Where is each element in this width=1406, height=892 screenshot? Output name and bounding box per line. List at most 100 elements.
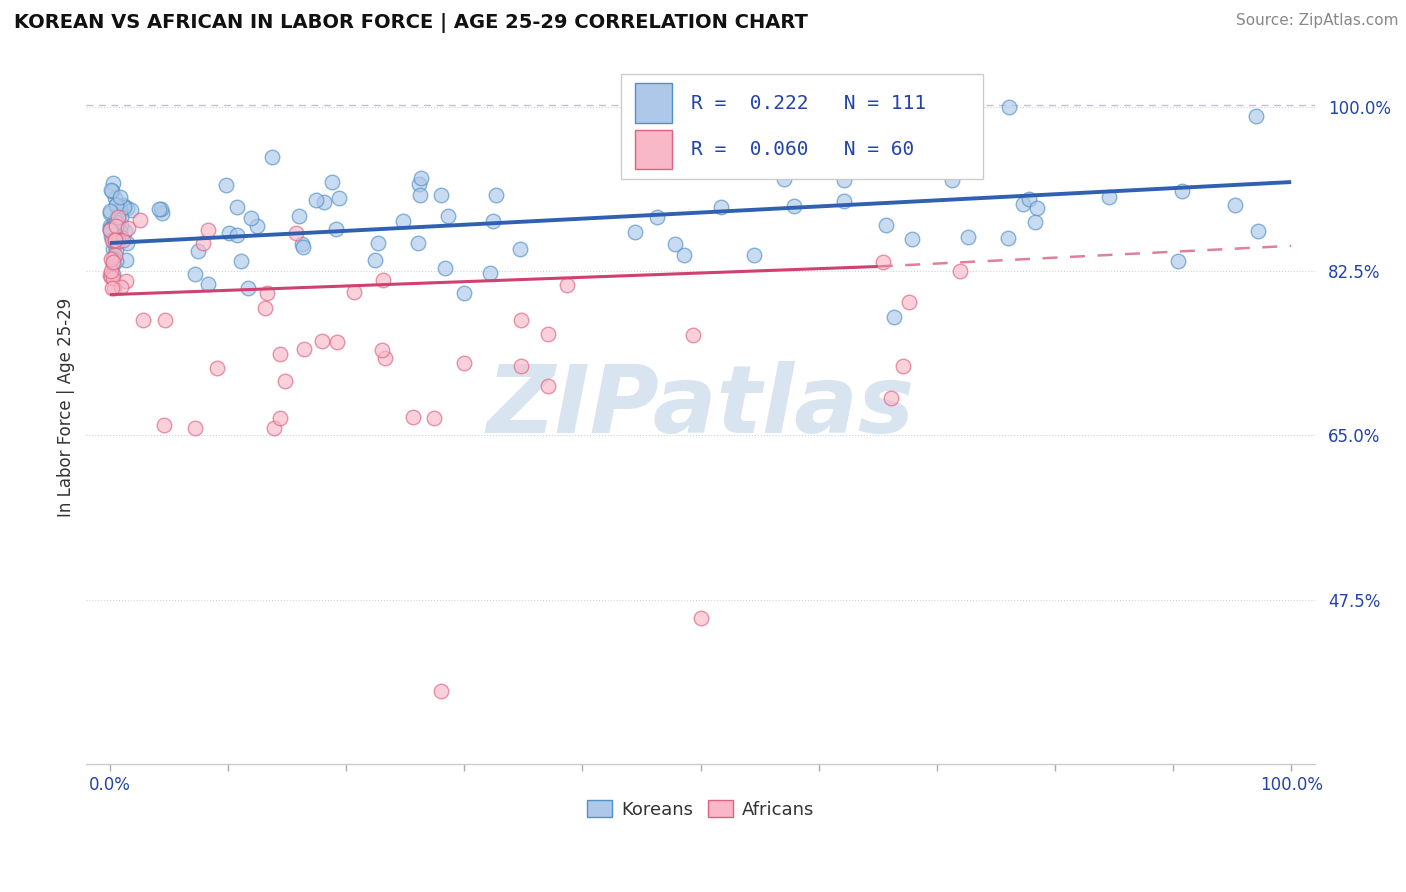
Point (110, 210, 132, 224)
Point (941, 173, 963, 187)
Point (104, 238, 127, 252)
Bar (636, 130, 672, 169)
Point (367, 236, 389, 251)
Point (103, 215, 125, 229)
Point (1223, 198, 1246, 212)
Point (901, 232, 924, 246)
Point (1024, 214, 1046, 228)
Point (260, 150, 283, 164)
Point (205, 360, 228, 375)
Point (1167, 253, 1189, 268)
Point (292, 239, 315, 253)
Point (184, 421, 207, 435)
Point (311, 334, 333, 349)
Point (110, 280, 132, 294)
Point (997, 231, 1019, 245)
Point (98, 221, 121, 235)
Point (832, 194, 855, 209)
Point (437, 209, 460, 223)
Text: KOREAN VS AFRICAN IN LABOR FORCE | AGE 25-29 CORRELATION CHART: KOREAN VS AFRICAN IN LABOR FORCE | AGE 2… (14, 13, 808, 33)
Point (645, 211, 668, 225)
Point (238, 281, 260, 295)
Point (103, 257, 125, 271)
Text: ZIPatlas: ZIPatlas (486, 361, 915, 453)
Point (288, 209, 311, 223)
Text: R =  0.060   N = 60: R = 0.060 N = 60 (690, 140, 914, 159)
Point (120, 202, 142, 217)
Point (197, 223, 219, 237)
Point (100, 268, 122, 283)
Point (104, 253, 127, 268)
Point (253, 301, 276, 315)
Point (509, 313, 531, 327)
Point (269, 347, 291, 361)
Point (374, 351, 396, 366)
Point (411, 170, 433, 185)
Point (325, 222, 347, 236)
Point (107, 211, 129, 226)
Point (689, 611, 711, 625)
Y-axis label: In Labor Force | Age 25-29: In Labor Force | Age 25-29 (58, 298, 75, 516)
Point (453, 286, 475, 301)
Point (226, 227, 249, 242)
Point (897, 294, 920, 309)
Point (742, 248, 765, 262)
Point (107, 234, 129, 248)
Point (105, 215, 128, 229)
Point (148, 202, 170, 216)
Point (101, 280, 124, 294)
Point (555, 277, 578, 292)
Point (328, 191, 350, 205)
Point (370, 343, 392, 358)
Point (100, 224, 122, 238)
Point (191, 235, 214, 250)
Point (434, 260, 457, 275)
Point (152, 418, 174, 433)
Point (453, 356, 475, 370)
Legend: Koreans, Africans: Koreans, Africans (579, 793, 821, 826)
Point (104, 233, 127, 247)
Point (104, 198, 127, 212)
Point (1098, 190, 1121, 204)
Point (510, 359, 533, 373)
Point (150, 205, 173, 219)
Point (482, 213, 505, 227)
Point (101, 184, 124, 198)
Point (100, 252, 122, 266)
Point (537, 327, 560, 342)
Point (883, 310, 905, 324)
Point (112, 200, 135, 214)
Point (104, 220, 127, 235)
Point (782, 199, 804, 213)
Point (314, 194, 336, 209)
Point (285, 226, 308, 240)
Point (129, 212, 152, 227)
Point (682, 328, 704, 343)
Text: Source: ZipAtlas.com: Source: ZipAtlas.com (1236, 13, 1399, 29)
Point (197, 277, 219, 291)
Point (100, 234, 122, 248)
FancyBboxPatch shape (620, 73, 983, 179)
Point (105, 209, 128, 223)
Point (108, 203, 131, 218)
Point (98, 206, 121, 220)
Point (1018, 192, 1040, 206)
Bar (636, 84, 672, 123)
Point (114, 274, 136, 288)
Point (101, 242, 124, 256)
Point (98, 223, 121, 237)
Point (105, 219, 128, 233)
Point (100, 269, 122, 284)
Point (105, 232, 128, 246)
Point (111, 233, 134, 247)
Point (114, 224, 136, 238)
Point (478, 266, 501, 280)
Point (104, 191, 127, 205)
Point (429, 683, 451, 698)
Point (101, 234, 124, 248)
Point (110, 229, 132, 244)
Point (104, 247, 127, 261)
Point (321, 175, 343, 189)
Point (101, 176, 124, 190)
Point (292, 342, 315, 356)
